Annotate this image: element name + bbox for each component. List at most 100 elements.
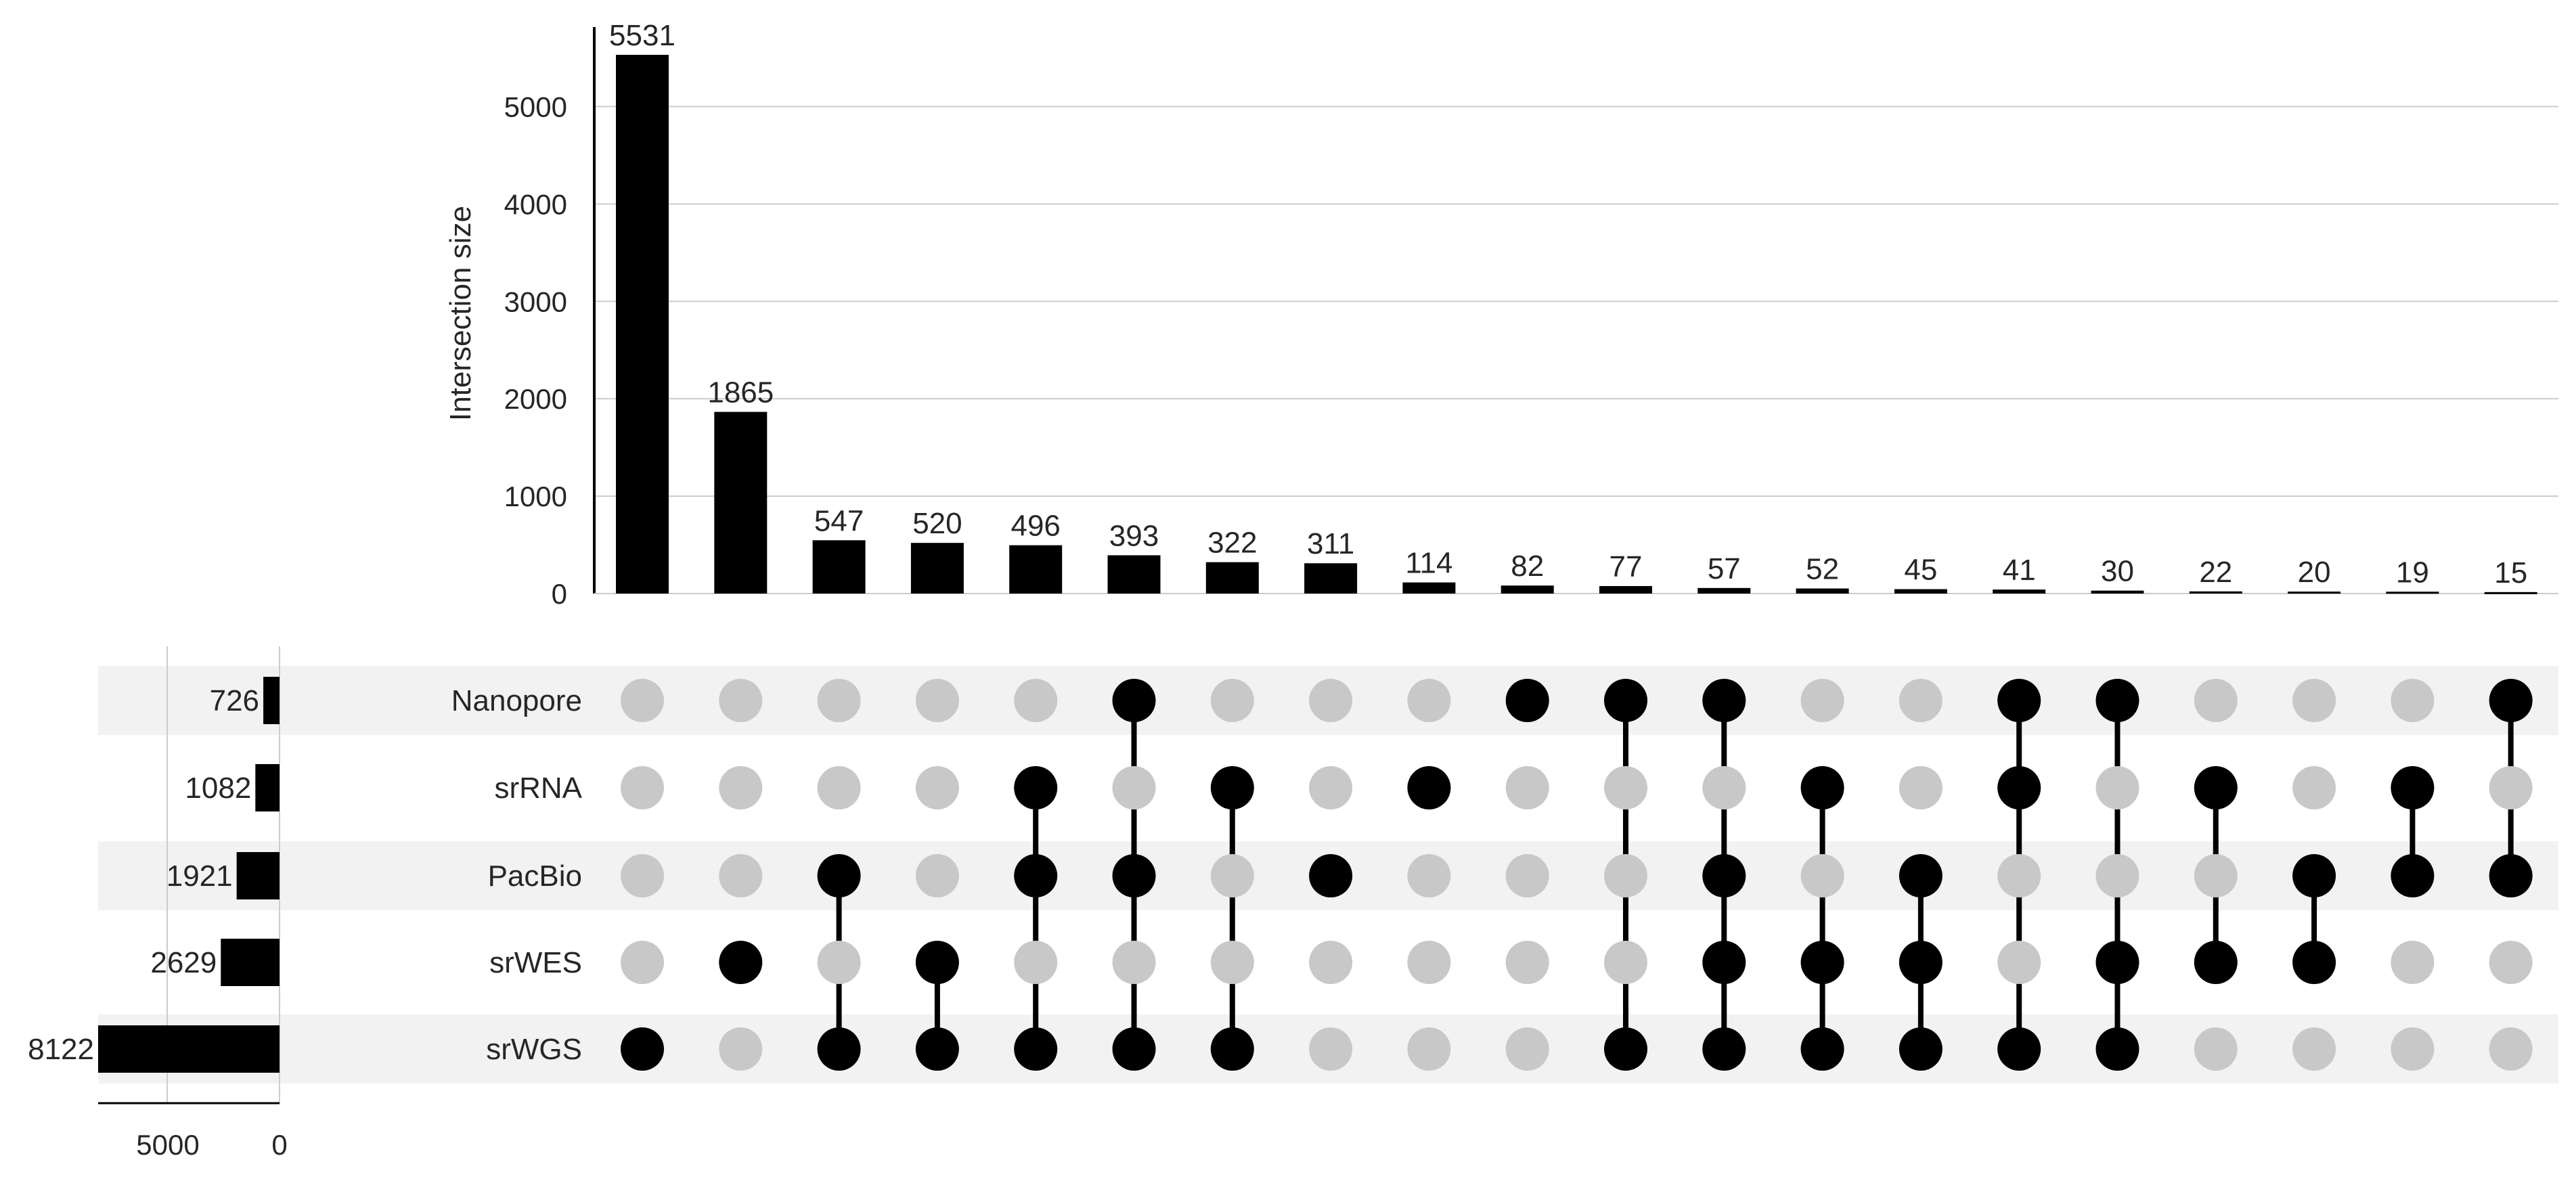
matrix-dot-active	[2194, 941, 2238, 984]
y-tick-label: 1000	[504, 481, 567, 512]
bar-value-label: 52	[1806, 553, 1839, 586]
intersection-bar	[2091, 590, 2144, 594]
set-size-value: 8122	[28, 1033, 94, 1066]
bar-value-label: 1865	[707, 376, 774, 409]
matrix-dot-inactive	[1112, 941, 1156, 984]
matrix-dot-inactive	[1309, 766, 1353, 809]
set-size-value: 1921	[166, 860, 233, 893]
intersection-bar	[2386, 592, 2439, 594]
set-size-bar	[236, 852, 280, 899]
matrix-dot-active	[817, 1027, 861, 1071]
bar-value-label: 496	[1011, 510, 1060, 543]
matrix-dot-inactive	[719, 766, 763, 809]
matrix-dot-inactive	[621, 679, 664, 722]
y-tick-label: 0	[552, 578, 567, 610]
matrix-dot-inactive	[1997, 854, 2041, 897]
matrix-dot-inactive	[1604, 766, 1647, 809]
matrix-dot-inactive	[915, 766, 959, 809]
matrix-dot-inactive	[2292, 766, 2336, 809]
intersection-bar	[616, 55, 669, 594]
matrix-dot-active	[2194, 766, 2238, 809]
matrix-dot-active	[1800, 941, 1844, 984]
intersection-bar	[1796, 588, 1849, 594]
bar-value-label: 22	[2199, 556, 2232, 589]
matrix-dot-inactive	[1407, 941, 1451, 984]
bar-value-label: 393	[1109, 519, 1159, 552]
bar-value-label: 57	[1708, 552, 1741, 585]
matrix-dot-active	[1112, 854, 1156, 897]
matrix-dot-active	[1604, 1027, 1647, 1071]
y-tick-label: 3000	[504, 286, 567, 317]
matrix-dot-inactive	[1210, 854, 1254, 897]
y-tick-label: 4000	[504, 188, 567, 220]
set-size-bars: 726 1082 1921 2629 8122 5000 0	[28, 646, 288, 1161]
matrix-dot-active	[1997, 1027, 2041, 1071]
matrix-dot-inactive	[2489, 766, 2533, 809]
matrix-dot-active	[1014, 766, 1058, 809]
intersection-bar	[2189, 591, 2242, 594]
set-label: Nanopore	[451, 684, 582, 717]
matrix-dot-active	[915, 1027, 959, 1071]
matrix-dot-inactive	[2489, 941, 2533, 984]
set-size-bar	[98, 1025, 280, 1073]
matrix-dot-inactive	[817, 766, 861, 809]
matrix-dot-inactive	[719, 679, 763, 722]
matrix-dot-inactive	[2391, 679, 2435, 722]
matrix-dot-active	[1800, 1027, 1844, 1071]
set-label: PacBio	[488, 860, 582, 893]
set-labels: Nanopore srRNA PacBio srWES srWGS	[451, 684, 583, 1066]
matrix-dot-active	[1898, 1027, 1942, 1071]
matrix-dot-inactive	[915, 679, 959, 722]
matrix-dot-inactive	[1407, 1027, 1451, 1071]
matrix-dot-active	[1407, 766, 1451, 809]
matrix-dot-active	[1702, 679, 1746, 722]
set-size-tick-label: 5000	[136, 1129, 199, 1161]
matrix-dot-active	[1997, 679, 2041, 722]
bar-value-label: 114	[1405, 547, 1452, 580]
matrix-dot-inactive	[621, 854, 664, 897]
matrix-dot-active	[2292, 941, 2336, 984]
matrix-dot-inactive	[1800, 854, 1844, 897]
matrix-dot-inactive	[719, 1027, 763, 1071]
matrix-dot-inactive	[1898, 679, 1942, 722]
matrix-dot-inactive	[1505, 854, 1549, 897]
matrix-dot-inactive	[1505, 766, 1549, 809]
matrix-dot-inactive	[2194, 679, 2238, 722]
matrix-dot-inactive	[1309, 941, 1353, 984]
matrix-dot-inactive	[1800, 679, 1844, 722]
intersection-bar	[1304, 563, 1358, 594]
intersection-bar	[1009, 545, 1063, 594]
matrix-dot-active	[1014, 1027, 1058, 1071]
set-size-bar	[255, 764, 280, 811]
matrix-dot-inactive	[2292, 679, 2336, 722]
matrix-dot-active	[1014, 854, 1058, 897]
intersection-bar	[1599, 585, 1652, 594]
matrix-dot-active	[1505, 679, 1549, 722]
bar-value-label: 15	[2494, 556, 2527, 589]
intersection-bar	[910, 543, 964, 594]
matrix-dot-active	[1800, 766, 1844, 809]
y-axis-label: Intersection size	[444, 206, 477, 421]
matrix-dot-active	[1604, 679, 1647, 722]
matrix-dot-active	[719, 941, 763, 984]
matrix-dot-active	[817, 854, 861, 897]
intersection-bar	[714, 411, 768, 594]
matrix-dot-inactive	[1702, 766, 1746, 809]
matrix-dot-inactive	[817, 941, 861, 984]
matrix-dot-active	[1898, 854, 1942, 897]
bar-value-label: 5531	[609, 19, 675, 52]
intersection-bar	[1402, 582, 1456, 594]
set-label: srWGS	[486, 1033, 582, 1066]
bar-value-label: 77	[1609, 550, 1643, 583]
matrix-dot-inactive	[1210, 679, 1254, 722]
matrix-dot-inactive	[1407, 854, 1451, 897]
matrix-dot-active	[2489, 679, 2533, 722]
intersection-bar	[812, 540, 866, 594]
bar-value-label: 20	[2298, 556, 2331, 589]
matrix-dot-inactive	[1505, 1027, 1549, 1071]
y-tick-label: 5000	[504, 91, 567, 122]
bar-value-label: 41	[2003, 554, 2036, 587]
matrix-dot-inactive	[1898, 766, 1942, 809]
matrix-dot-inactive	[2391, 941, 2435, 984]
set-label: srWES	[489, 946, 582, 979]
